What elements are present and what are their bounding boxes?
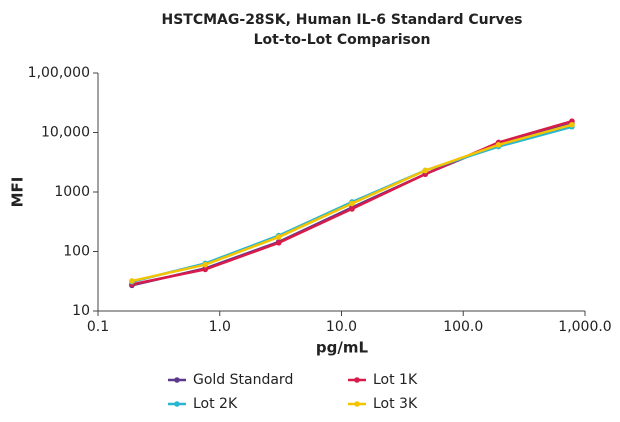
y-tick-label: 10 bbox=[72, 303, 90, 319]
x-tick-label: 1.0 bbox=[209, 319, 231, 335]
x-tick-label: 100.0 bbox=[443, 319, 483, 335]
data-point bbox=[422, 167, 429, 174]
legend-label: Lot 2K bbox=[193, 396, 238, 412]
data-point bbox=[202, 261, 209, 268]
y-tick-label: 10,000 bbox=[41, 125, 90, 141]
legend-marker bbox=[354, 377, 360, 383]
legend-label: Lot 1K bbox=[373, 372, 418, 388]
legend-marker bbox=[354, 401, 360, 407]
data-point bbox=[129, 278, 135, 284]
data-point bbox=[349, 200, 355, 207]
legend-label: Lot 3K bbox=[373, 396, 418, 412]
data-point bbox=[569, 121, 575, 128]
legend-label: Gold Standard bbox=[193, 372, 293, 388]
y-tick-label: 100 bbox=[63, 244, 90, 260]
chart-subtitle: Lot-to-Lot Comparison bbox=[254, 32, 431, 48]
data-point bbox=[275, 234, 282, 240]
legend-marker bbox=[174, 377, 180, 383]
data-point bbox=[349, 206, 355, 212]
x-axis-title: pg/mL bbox=[316, 339, 369, 357]
data-point bbox=[275, 240, 282, 246]
y-tick-label: 1,00,000 bbox=[28, 65, 90, 81]
data-point bbox=[202, 266, 209, 273]
y-tick-label: 1000 bbox=[54, 184, 90, 200]
chart-title: HSTCMAG-28SK, Human IL-6 Standard Curves bbox=[162, 12, 523, 28]
x-tick-label: 1,000.0 bbox=[558, 319, 611, 335]
data-point bbox=[495, 142, 502, 148]
legend-marker bbox=[174, 401, 180, 407]
x-tick-label: 0.1 bbox=[87, 319, 109, 335]
x-tick-label: 10.0 bbox=[326, 319, 357, 335]
y-axis-title: MFI bbox=[9, 177, 27, 208]
